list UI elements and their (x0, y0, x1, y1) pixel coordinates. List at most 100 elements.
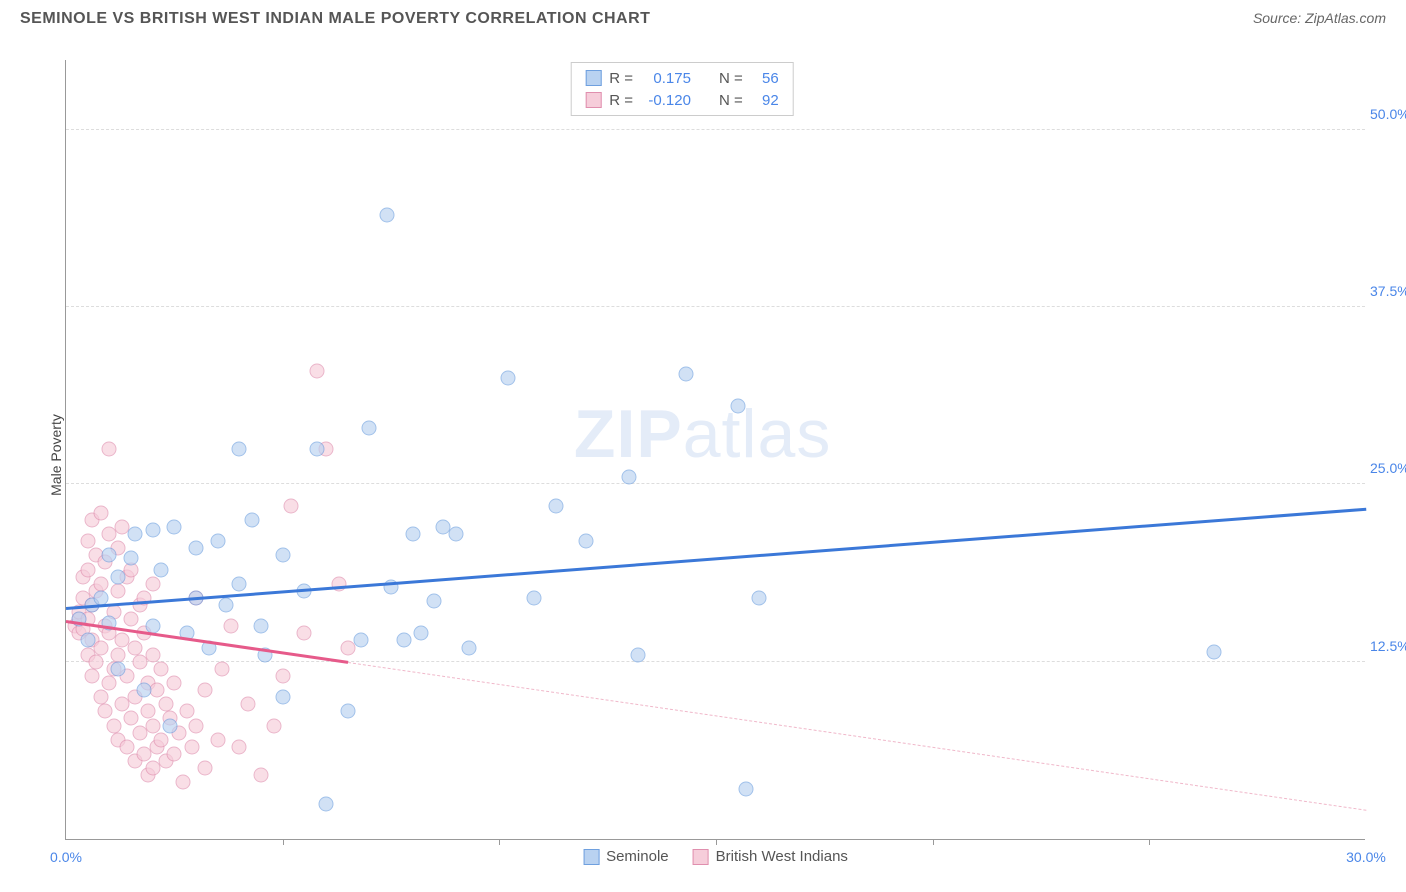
scatter-point (150, 683, 165, 698)
scatter-point (527, 590, 542, 605)
scatter-point (106, 718, 121, 733)
scatter-point (254, 768, 269, 783)
trendline (66, 507, 1366, 609)
scatter-point (397, 633, 412, 648)
x-tick (499, 839, 500, 845)
scatter-point (145, 522, 160, 537)
scatter-point (267, 718, 282, 733)
legend-series: Seminole British West Indians (583, 848, 848, 865)
scatter-point (128, 527, 143, 542)
scatter-point (102, 442, 117, 457)
y-tick-label: 37.5% (1370, 283, 1406, 299)
scatter-point (752, 590, 767, 605)
watermark: ZIPatlas (574, 395, 831, 473)
scatter-point (319, 796, 334, 811)
y-axis-label: Male Poverty (48, 414, 64, 496)
scatter-point (241, 697, 256, 712)
scatter-point (215, 661, 230, 676)
scatter-point (622, 470, 637, 485)
scatter-point (275, 548, 290, 563)
scatter-point (223, 619, 238, 634)
scatter-point (197, 683, 212, 698)
scatter-point (167, 520, 182, 535)
scatter-point (210, 732, 225, 747)
scatter-point (232, 576, 247, 591)
legend-r-label: R = (609, 70, 633, 87)
scatter-point (158, 697, 173, 712)
scatter-point (379, 208, 394, 223)
scatter-point (414, 626, 429, 641)
legend-swatch (585, 70, 601, 86)
scatter-point (245, 512, 260, 527)
legend-item: Seminole (583, 848, 669, 865)
scatter-point (730, 399, 745, 414)
legend-n-value: 92 (751, 92, 779, 109)
scatter-point (232, 442, 247, 457)
legend-stat-row: R =0.175N =56 (585, 67, 779, 89)
x-tick (1149, 839, 1150, 845)
legend-r-label: R = (609, 92, 633, 109)
scatter-point (111, 583, 126, 598)
scatter-point (85, 668, 100, 683)
scatter-point (189, 541, 204, 556)
scatter-point (98, 704, 113, 719)
x-tick (933, 839, 934, 845)
watermark-atlas: atlas (683, 396, 832, 472)
scatter-point (1207, 644, 1222, 659)
scatter-point (154, 661, 169, 676)
scatter-point (124, 612, 139, 627)
scatter-point (254, 619, 269, 634)
scatter-point (111, 661, 126, 676)
scatter-point (548, 498, 563, 513)
scatter-point (310, 442, 325, 457)
scatter-point (145, 647, 160, 662)
scatter-point (137, 683, 152, 698)
x-tick (283, 839, 284, 845)
scatter-point (579, 534, 594, 549)
source-label: Source: ZipAtlas.com (1253, 10, 1386, 26)
legend-item: British West Indians (693, 848, 848, 865)
scatter-point (93, 640, 108, 655)
gridline-h (66, 306, 1365, 307)
scatter-point (93, 576, 108, 591)
scatter-point (102, 676, 117, 691)
legend-n-label: N = (719, 70, 743, 87)
gridline-h (66, 129, 1365, 130)
scatter-point (739, 782, 754, 797)
scatter-point (111, 569, 126, 584)
scatter-point (197, 761, 212, 776)
scatter-point (462, 640, 477, 655)
scatter-point (124, 711, 139, 726)
scatter-point (154, 732, 169, 747)
scatter-point (427, 593, 442, 608)
scatter-point (102, 548, 117, 563)
x-tick-label: 30.0% (1346, 849, 1386, 865)
scatter-point (80, 633, 95, 648)
scatter-point (297, 626, 312, 641)
trendline-extrapolated (348, 662, 1366, 811)
scatter-point (405, 527, 420, 542)
legend-stat-row: R =-0.120N =92 (585, 89, 779, 111)
scatter-point (210, 534, 225, 549)
scatter-point (275, 668, 290, 683)
scatter-point (163, 718, 178, 733)
scatter-point (449, 527, 464, 542)
scatter-point (232, 739, 247, 754)
y-tick-label: 25.0% (1370, 460, 1406, 476)
plot-area: ZIPatlas R =0.175N =56R =-0.120N =92 Sem… (65, 60, 1365, 840)
scatter-point (219, 598, 234, 613)
chart-title: SEMINOLE VS BRITISH WEST INDIAN MALE POV… (20, 10, 650, 28)
scatter-point (124, 551, 139, 566)
scatter-point (631, 647, 646, 662)
scatter-point (145, 576, 160, 591)
legend-stats: R =0.175N =56R =-0.120N =92 (570, 62, 794, 116)
scatter-point (284, 498, 299, 513)
legend-swatch (583, 849, 599, 865)
watermark-zip: ZIP (574, 396, 683, 472)
scatter-point (275, 690, 290, 705)
scatter-point (176, 775, 191, 790)
scatter-point (167, 676, 182, 691)
scatter-point (89, 654, 104, 669)
x-tick (716, 839, 717, 845)
scatter-point (353, 633, 368, 648)
